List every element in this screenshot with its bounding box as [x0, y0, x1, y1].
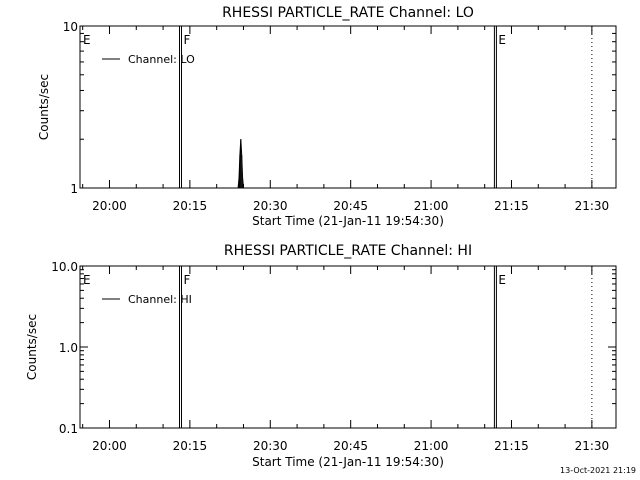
- x-tick-label: 21:30: [575, 199, 610, 213]
- event-marker-label: E: [498, 273, 506, 287]
- x-tick-label: 21:15: [494, 439, 529, 453]
- plot-frame: [79, 265, 617, 429]
- x-tick-label: 21:15: [494, 199, 529, 213]
- event-marker-label: F: [184, 33, 191, 47]
- legend-label: Channel: HI: [128, 293, 192, 306]
- chart-title: RHESSI PARTICLE_RATE Channel: HI: [224, 243, 472, 259]
- y-axis-label: Counts/sec: [25, 314, 39, 380]
- x-tick-label: 20:45: [333, 439, 368, 453]
- event-marker-label: E: [83, 273, 91, 287]
- event-marker-label: F: [184, 273, 191, 287]
- x-tick-label: 20:45: [333, 199, 368, 213]
- x-tick-label: 21:00: [414, 199, 449, 213]
- x-axis-label: Start Time (21-Jan-11 19:54:30): [252, 455, 444, 469]
- x-tick-label: 21:30: [575, 439, 610, 453]
- x-tick-label: 20:00: [92, 199, 127, 213]
- y-tick-label: 0.1: [59, 422, 78, 436]
- plot-frame: [79, 25, 617, 189]
- y-tick-label: 1: [70, 182, 78, 196]
- event-marker-label: E: [83, 33, 91, 47]
- y-axis-label: Counts/sec: [37, 74, 51, 140]
- x-tick-label: 20:00: [92, 439, 127, 453]
- x-tick-label: 20:15: [173, 439, 208, 453]
- y-tick-label: 1.0: [59, 341, 78, 355]
- y-tick-label: 10: [63, 20, 78, 34]
- x-tick-label: 20:15: [173, 199, 208, 213]
- event-marker-label: E: [498, 33, 506, 47]
- x-tick-label: 21:00: [414, 439, 449, 453]
- chart-title: RHESSI PARTICLE_RATE Channel: LO: [222, 5, 474, 21]
- x-axis-label: Start Time (21-Jan-11 19:54:30): [252, 214, 444, 228]
- legend-label: Channel: LO: [128, 53, 195, 66]
- x-tick-label: 20:30: [253, 439, 288, 453]
- y-tick-label: 10.0: [51, 260, 78, 274]
- generation-timestamp: 13-Oct-2021 21:19: [560, 466, 636, 475]
- x-tick-label: 20:30: [253, 199, 288, 213]
